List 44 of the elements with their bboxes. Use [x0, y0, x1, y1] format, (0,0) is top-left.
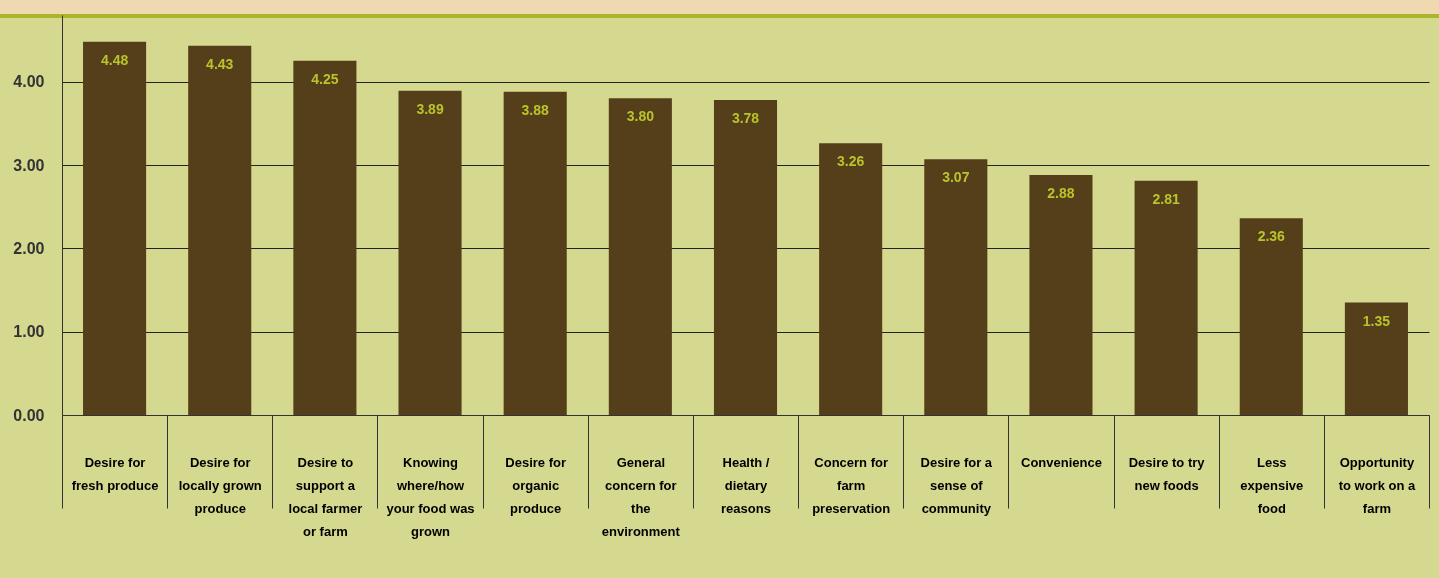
- x-tick-label: Knowing where/how your food was grown: [386, 454, 475, 539]
- x-tick-label: General concern for the environment: [601, 454, 681, 539]
- x-tick-label: Concern for farm preservation: [812, 454, 891, 516]
- x-tick-label: Opportunity to work on a farm: [1338, 454, 1416, 516]
- x-tick-label: Less expensive food: [1240, 454, 1304, 516]
- data-label: 3.80: [626, 108, 655, 125]
- bar: [608, 98, 672, 415]
- bar: [1239, 218, 1303, 415]
- data-label: 2.81: [1152, 190, 1180, 207]
- bar: [819, 143, 883, 415]
- y-tick-label: 0.00: [13, 406, 45, 424]
- bar: [83, 41, 147, 415]
- data-label: 2.88: [1047, 185, 1075, 201]
- data-label: 4.25: [311, 70, 339, 87]
- y-tick-label: 3.00: [13, 156, 45, 174]
- x-tick-label: Desire to try new foods: [1128, 454, 1206, 493]
- bar: [398, 90, 462, 415]
- y-tick-label: 2.00: [13, 239, 45, 257]
- x-tick-label: Convenience: [1021, 454, 1102, 470]
- data-label: 4.43: [206, 55, 234, 72]
- data-label: 3.07: [942, 169, 970, 186]
- data-label: 3.89: [416, 100, 444, 117]
- data-label: 2.36: [1257, 228, 1286, 245]
- x-tick-label: Desire for organic produce: [505, 454, 567, 516]
- x-tick-label: Desire for a sense of community: [920, 454, 993, 516]
- data-label: 3.88: [521, 101, 550, 118]
- bar: [503, 91, 567, 415]
- y-tick-label: 4.00: [13, 73, 45, 91]
- bar: [1134, 180, 1198, 415]
- x-tick-label: Desire for fresh produce: [71, 454, 159, 493]
- bar: [1344, 302, 1408, 415]
- data-label: 4.48: [100, 51, 129, 68]
- bar: [924, 159, 988, 415]
- x-tick-label: Health / dietary reasons: [721, 454, 771, 516]
- data-label: 3.26: [837, 153, 865, 170]
- x-tick-label: Desire for locally grown produce: [178, 454, 262, 516]
- bar: [713, 100, 778, 415]
- bar: [293, 60, 357, 415]
- bar: [188, 45, 252, 415]
- x-tick-label: Desire to support a local farmer or farm: [288, 454, 363, 539]
- data-label: 1.35: [1362, 312, 1391, 329]
- data-label: 3.78: [731, 110, 760, 126]
- bar: [1029, 175, 1093, 415]
- y-tick-label: 1.00: [13, 323, 45, 341]
